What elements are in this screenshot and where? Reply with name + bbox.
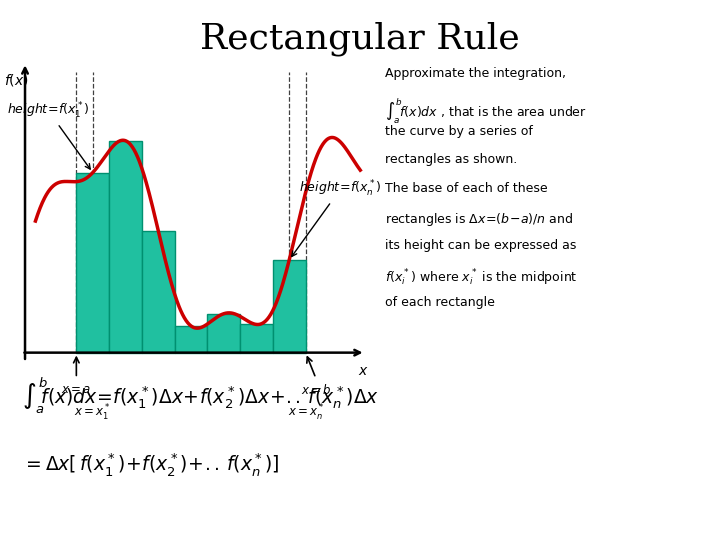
Bar — [142, 231, 175, 353]
Bar — [109, 141, 142, 353]
Text: its height can be expressed as: its height can be expressed as — [385, 239, 577, 252]
Text: of each rectangle: of each rectangle — [385, 296, 495, 309]
Text: $f(x)$: $f(x)$ — [4, 72, 29, 87]
Bar — [207, 314, 240, 353]
Text: $=\Delta x[\,f(x_1^*)\!+\!f(x_2^*)\!+\!..\,f(x_n^*)]$: $=\Delta x[\,f(x_1^*)\!+\!f(x_2^*)\!+\!.… — [22, 451, 279, 478]
Text: $x=x_n^*$: $x=x_n^*$ — [288, 403, 325, 423]
Text: $x$: $x$ — [359, 363, 369, 377]
Text: the curve by a series of: the curve by a series of — [385, 125, 533, 138]
Bar — [240, 325, 273, 353]
Text: Approximate the integration,: Approximate the integration, — [385, 68, 566, 80]
Text: $\int_a^b\!\! f(x)dx\!=\!f(x_1^*)\Delta x\!+\!f(x_2^*)\Delta x\!+\!..\,f(x_n^*)\: $\int_a^b\!\! f(x)dx\!=\!f(x_1^*)\Delta … — [22, 375, 379, 416]
Bar — [273, 260, 305, 353]
Text: $x=a$: $x=a$ — [61, 383, 91, 396]
Bar — [76, 173, 109, 353]
Text: $x=x_1^*$: $x=x_1^*$ — [74, 403, 111, 423]
Text: rectangles is $\Delta x\!=\!(b\!-\!a)/n$ and: rectangles is $\Delta x\!=\!(b\!-\!a)/n$… — [385, 211, 573, 227]
Text: rectangles as shown.: rectangles as shown. — [385, 153, 518, 166]
Text: $f(x_i^*)$ where $x_i^*$ is the midpoint: $f(x_i^*)$ where $x_i^*$ is the midpoint — [385, 268, 577, 288]
Text: $x=b$: $x=b$ — [300, 383, 331, 397]
Text: Rectangular Rule: Rectangular Rule — [200, 22, 520, 56]
Text: $height\!=\!f(x_n^*)$: $height\!=\!f(x_n^*)$ — [292, 179, 382, 256]
Text: The base of each of these: The base of each of these — [385, 182, 548, 195]
Text: $height\!=\!f(x_1^*)$: $height\!=\!f(x_1^*)$ — [7, 100, 90, 169]
Bar — [175, 326, 207, 353]
Text: $\int_a^b\! f(x)dx$ , that is the area under: $\int_a^b\! f(x)dx$ , that is the area u… — [385, 96, 587, 125]
